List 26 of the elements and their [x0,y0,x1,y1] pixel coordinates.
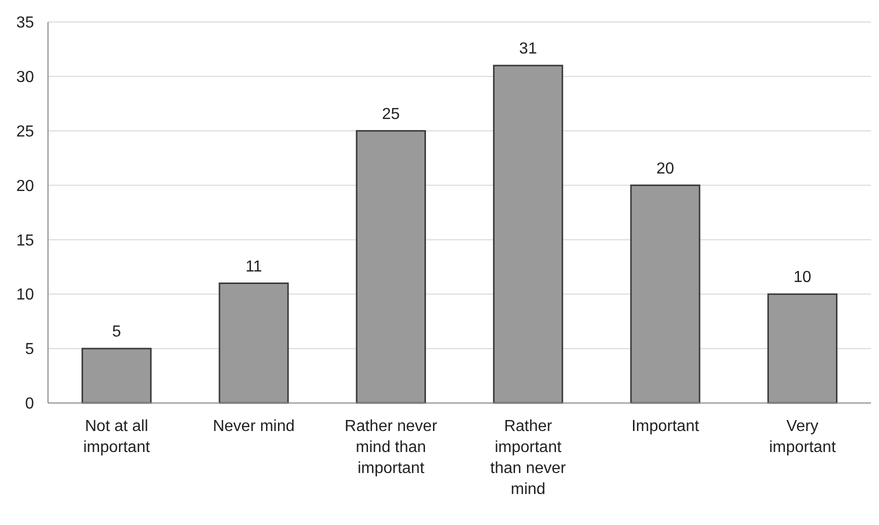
data-label: 20 [656,160,674,178]
y-tick-label: 35 [16,14,34,32]
y-tick-label: 20 [16,178,34,195]
data-label: 11 [245,258,262,276]
y-tick-label: 5 [25,341,34,358]
x-tick-label: Rather important than never mind [490,418,567,498]
bar [493,64,564,404]
bar [767,293,838,404]
x-tick-label: Never mind [212,418,295,435]
bar [630,184,700,404]
y-tick-label: 25 [16,123,34,140]
y-tick-label: 10 [16,286,34,304]
y-tick-label: 15 [16,232,34,250]
x-tick-label: Rather never mind than important [344,418,438,477]
x-tick-label: Important [631,418,700,435]
y-tick-label: 30 [16,69,34,86]
data-label: 31 [519,40,538,58]
x-tick-label: Very important [769,418,836,456]
x-tick-label: Not at all important [83,418,150,456]
bar [82,348,152,404]
data-label: 10 [794,269,812,286]
data-label: 25 [382,106,400,123]
data-label: 5 [112,324,122,341]
y-tick-label: 0 [25,396,34,413]
bar [218,282,289,404]
bar [356,130,426,404]
